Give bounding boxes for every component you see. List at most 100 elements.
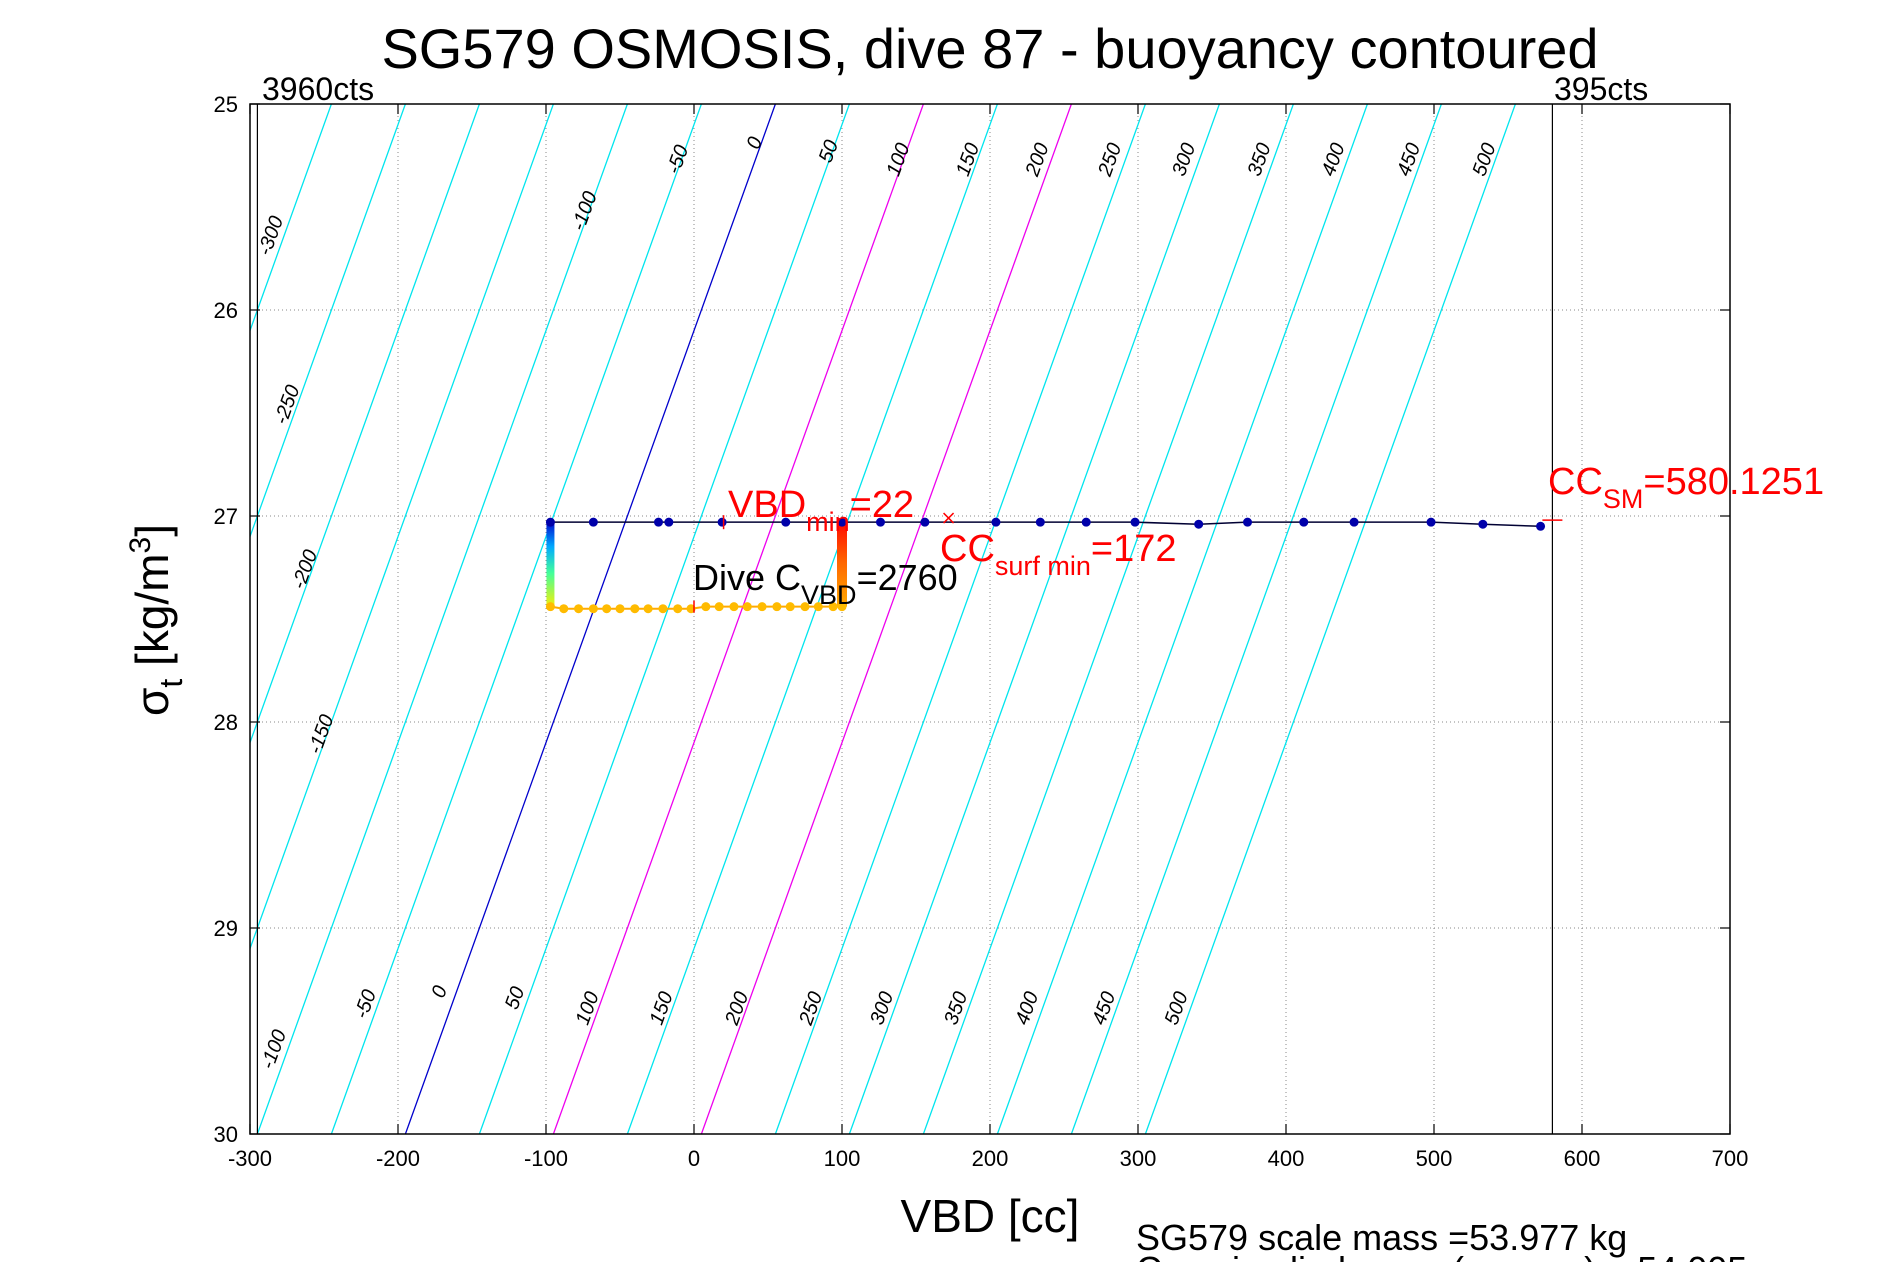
surface-point [717,517,727,527]
deep-point [800,602,810,612]
surface-point [1536,521,1546,531]
y-tick-label: 30 [214,1122,238,1147]
deep-point [574,604,584,614]
deep-point [602,604,612,614]
left-counts-label: 3960cts [262,71,374,107]
contour-line [1070,104,1443,1134]
dive-main: Dive C [693,557,801,598]
vbd-min-annotation: VBDmin=22 [728,484,914,537]
y-tick-label: 25 [214,92,238,117]
cc-surf-min-annotation: CCsurf min=172 [940,528,1177,581]
deep-point [630,604,640,614]
contour-line [250,104,555,951]
implied-mass-rest: implied mass (apogee) = 54.005 [1232,1249,1747,1262]
deep-point [545,602,555,612]
plot-area [250,104,1730,1134]
x-tick-label: 200 [972,1146,1009,1171]
vbd-min-value: =22 [850,484,914,526]
dive-cvbd-annotation: Dive CVBD=2760 [693,557,958,610]
vbd-min-sub: min [806,507,850,537]
deep-point [772,602,782,612]
x-tick-label: 0 [688,1146,700,1171]
surface-point [781,517,791,527]
surface-point [1478,519,1488,529]
implied-mass-text: Cimplied mass (apogee) = 54.005 [1136,1249,1747,1262]
deep-point [673,604,683,614]
deep-point [729,602,739,612]
deep-point [658,604,668,614]
y-label-units: [kg/m [126,553,178,678]
deep-point [785,602,795,612]
implied-mass-main: C [1136,1249,1162,1262]
scale-mass-text: SG579 scale mass =53.977 kg [1136,1217,1627,1258]
contour-line [250,104,481,745]
cc-sm-value: =580.1251 [1643,461,1824,503]
y-label-sup: 3 [124,537,157,554]
contour-line [478,104,851,1134]
surface-point [1081,517,1091,527]
surface-point [653,517,663,527]
surface-point [1035,517,1045,527]
surface-point [1130,517,1140,527]
y-label-sigma: σ [126,688,178,716]
deep-point [615,604,625,614]
x-tick-label: -100 [524,1146,568,1171]
y-label-close: ] [126,524,178,537]
surface-point [588,517,598,527]
contour-line [848,104,1221,1134]
x-tick-label: 400 [1268,1146,1305,1171]
deep-point [559,604,569,614]
y-axis-label: σt [kg/m3] [124,524,189,716]
contour-line [922,104,1295,1134]
contour-line [626,104,999,1134]
deep-point [742,602,752,612]
surface-point [1194,519,1204,529]
contour-line [250,104,333,333]
deep-point [701,602,711,612]
contour-line [404,104,777,1134]
y-tick-label: 29 [214,916,238,941]
y-tick-label: 26 [214,298,238,323]
surface-point [991,517,1001,527]
cc-surf-value: =172 [1091,528,1177,570]
contour-line [552,104,925,1134]
contour-line [996,104,1369,1134]
deep-point [837,602,847,612]
x-tick-label: 500 [1416,1146,1453,1171]
deep-point [643,604,653,614]
cc-surf-main: CC [940,528,995,570]
data-series [545,512,1563,614]
cc-surf-sub: surf min [995,551,1091,581]
surface-point [837,517,847,527]
cc-sm-annotation: CCSM=580.1251 [1548,461,1824,514]
contour-line [700,104,1073,1134]
deep-point [588,604,598,614]
chart-title: SG579 OSMOSIS, dive 87 - buoyancy contou… [381,17,1598,80]
apogee-cast-bar [837,518,847,607]
surface-point [920,517,930,527]
buoyancy-contours [250,104,1517,1134]
surface-point [1299,517,1309,527]
surface-point [664,517,674,527]
contour-line [774,104,1147,1134]
descent-cast-bar [546,520,555,609]
y-label-sub: t [153,679,189,688]
count-limit-lines [256,104,1554,1134]
x-tick-label: 600 [1564,1146,1601,1171]
deep-point [828,602,838,612]
contour-line [250,104,407,539]
dive-sub: VBD [801,580,857,610]
y-tick-label: 27 [214,504,238,529]
contour-line [256,104,629,1134]
x-tick-label: 700 [1712,1146,1749,1171]
contour-line [1144,104,1517,1134]
surface-line [550,521,1541,528]
surface-point [875,517,885,527]
x-tick-label: -300 [228,1146,272,1171]
x-axis-label: VBD [cc] [901,1190,1080,1242]
vbd-min-main: VBD [728,484,806,526]
x-tick-label: 100 [824,1146,861,1171]
surface-point [1426,517,1436,527]
surface-point [545,517,555,527]
